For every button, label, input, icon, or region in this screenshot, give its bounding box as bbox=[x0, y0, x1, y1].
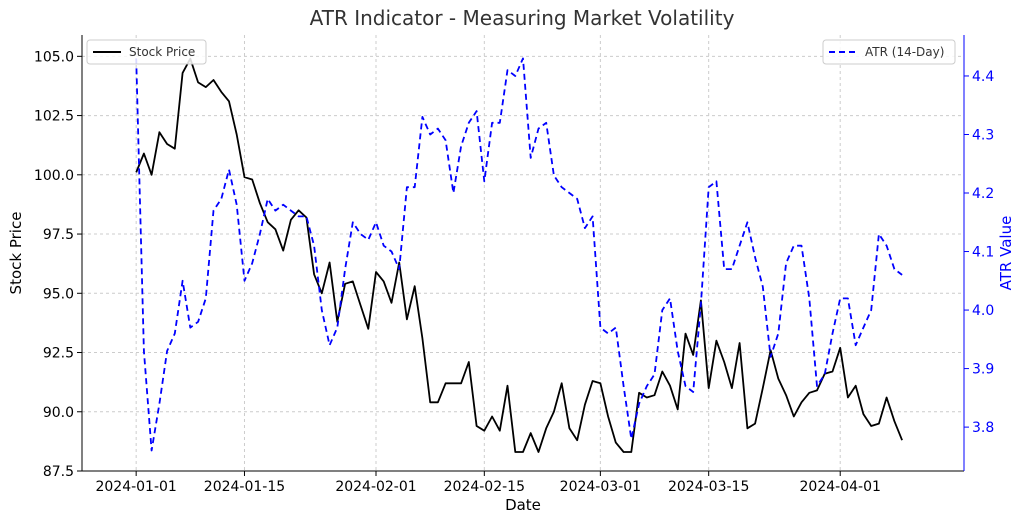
y-right-tick-label: 4.4 bbox=[972, 69, 994, 85]
y-right-ticks: 3.8 3.9 4.0 4.1 4.2 4.3 4.4 bbox=[964, 69, 994, 436]
y-left-tick-label: 92.5 bbox=[43, 346, 74, 362]
x-axis-label: Date bbox=[505, 496, 541, 514]
atr-line bbox=[135, 57, 903, 452]
stock-price-line bbox=[135, 57, 903, 453]
y-right-tick-label: 4.2 bbox=[972, 186, 994, 202]
y-left-tick-label: 90.0 bbox=[43, 405, 74, 421]
y-left-tick-label: 95.0 bbox=[43, 286, 74, 302]
y-right-tick-label: 3.8 bbox=[972, 420, 994, 436]
legend-left: Stock Price bbox=[86, 39, 207, 65]
plot-area bbox=[82, 35, 964, 471]
y-left-tick-label: 102.5 bbox=[34, 109, 74, 125]
y-right-tick-label: 4.3 bbox=[972, 127, 994, 143]
x-tick-label: 2024-04-01 bbox=[800, 479, 881, 495]
y-left-tick-label: 97.5 bbox=[43, 227, 74, 243]
chart-title: ATR Indicator - Measuring Market Volatil… bbox=[310, 6, 735, 30]
y-left-ticks: 87.5 90.0 92.5 95.0 97.5 100.0 102.5 105.0 bbox=[34, 49, 82, 480]
y-right-tick-label: 4.0 bbox=[972, 303, 994, 319]
y-left-tick-label: 105.0 bbox=[34, 49, 74, 65]
x-tick-label: 2024-03-15 bbox=[668, 479, 749, 495]
x-gridlines bbox=[135, 35, 841, 471]
x-tick-label: 2024-02-01 bbox=[335, 479, 416, 495]
y-left-tick-label: 87.5 bbox=[43, 464, 74, 480]
y-right-tick-label: 4.1 bbox=[972, 245, 994, 261]
x-tick-label: 2024-01-01 bbox=[95, 479, 176, 495]
legend-right: ATR (14-Day) bbox=[822, 39, 956, 65]
series-layer bbox=[135, 57, 903, 453]
x-tick-label: 2024-03-01 bbox=[560, 479, 641, 495]
y-left-tick-label: 100.0 bbox=[34, 168, 74, 184]
legend-left-box bbox=[86, 39, 207, 65]
y-right-tick-label: 3.9 bbox=[972, 362, 994, 378]
x-tick-label: 2024-01-15 bbox=[204, 479, 285, 495]
x-ticks: 2024-01-01 2024-01-15 2024-02-01 2024-02-15… bbox=[95, 471, 881, 495]
legend-right-box bbox=[822, 39, 956, 65]
legend-right-label: ATR (14-Day) bbox=[865, 45, 944, 59]
y-gridlines bbox=[82, 55, 964, 472]
y-left-axis-label: Stock Price bbox=[7, 212, 25, 295]
legend-left-label: Stock Price bbox=[129, 45, 195, 59]
x-tick-label: 2024-02-15 bbox=[444, 479, 525, 495]
y-right-axis-label: ATR Value bbox=[997, 216, 1015, 291]
